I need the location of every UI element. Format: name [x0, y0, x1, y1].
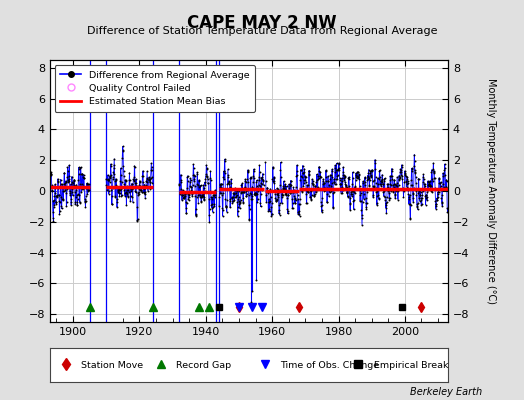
Text: Record Gap: Record Gap: [177, 360, 232, 370]
Y-axis label: Monthly Temperature Anomaly Difference (°C): Monthly Temperature Anomaly Difference (…: [486, 78, 496, 304]
Text: Station Move: Station Move: [81, 360, 143, 370]
Text: Berkeley Earth: Berkeley Earth: [410, 387, 482, 397]
Text: Difference of Station Temperature Data from Regional Average: Difference of Station Temperature Data f…: [87, 26, 437, 36]
Text: CAPE MAY 2 NW: CAPE MAY 2 NW: [187, 14, 337, 32]
Text: Empirical Break: Empirical Break: [374, 360, 448, 370]
Legend: Difference from Regional Average, Quality Control Failed, Estimated Station Mean: Difference from Regional Average, Qualit…: [54, 65, 255, 112]
Text: Time of Obs. Change: Time of Obs. Change: [280, 360, 379, 370]
